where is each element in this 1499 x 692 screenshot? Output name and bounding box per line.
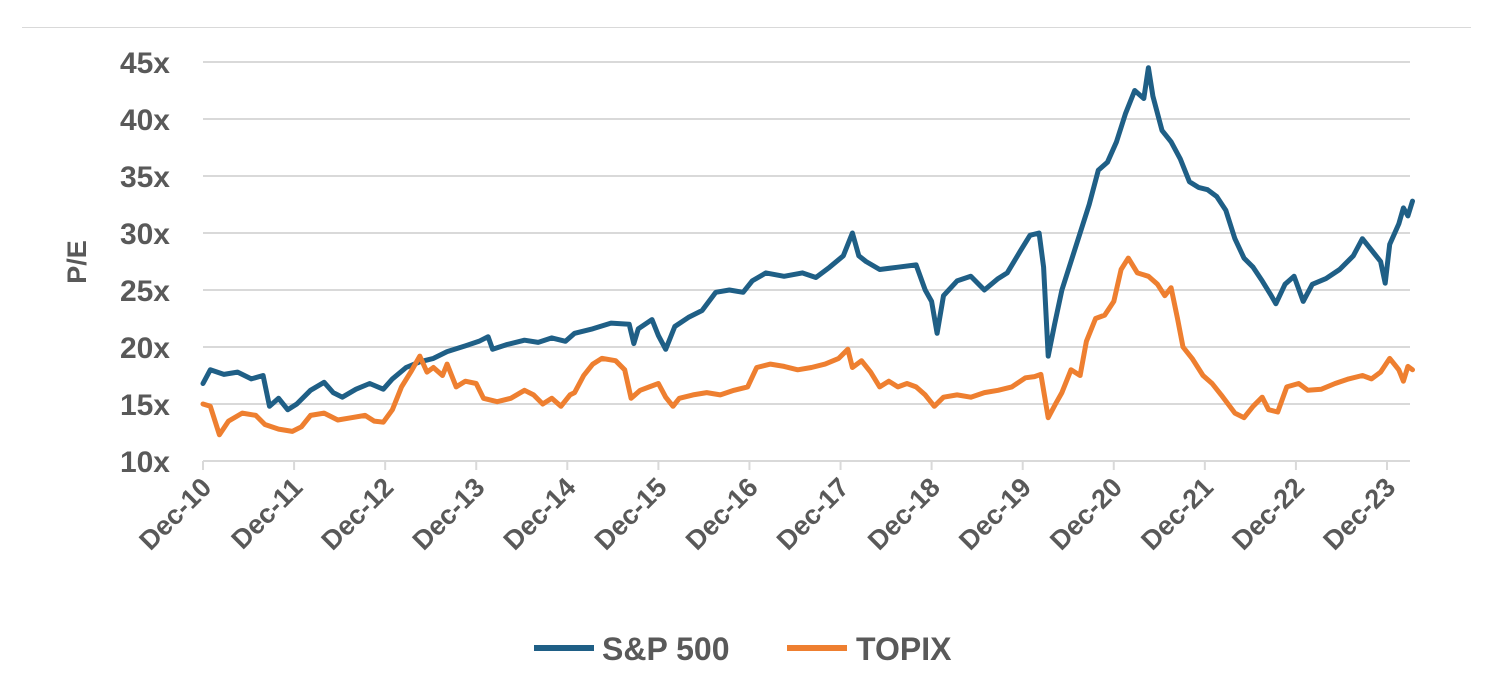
y-tick-label: 25x <box>120 275 170 308</box>
y-tick-label: 20x <box>120 332 170 365</box>
x-tick-label: Dec-22 <box>1226 472 1310 556</box>
y-tick-label: 15x <box>120 389 170 422</box>
x-tick-label: Dec-23 <box>1317 472 1401 556</box>
legend-label: TOPIX <box>856 631 952 667</box>
y-tick-label: 30x <box>120 218 170 251</box>
y-axis-ticks: 10x 15x 20x 25x 30x 35x 40x 45x <box>120 47 170 479</box>
x-tick-label: Dec-19 <box>953 472 1037 556</box>
y-tick-label: 45x <box>120 47 170 80</box>
x-tick-label: Dec-10 <box>133 472 217 556</box>
legend: S&P 500 TOPIX <box>534 631 952 667</box>
x-tick-label: Dec-18 <box>862 472 946 556</box>
y-tick-label: 35x <box>120 161 170 194</box>
x-tick-label: Dec-13 <box>407 472 491 556</box>
gridlines <box>203 61 1410 405</box>
y-tick-label: 40x <box>120 104 170 137</box>
series-lines <box>200 65 1415 438</box>
x-tick-label: Dec-16 <box>680 472 764 556</box>
legend-label: S&P 500 <box>602 631 730 667</box>
x-tick-label: Dec-15 <box>589 472 673 556</box>
x-tick-label: Dec-21 <box>1135 472 1219 556</box>
x-tick-label: Dec-11 <box>226 472 309 555</box>
x-axis: Dec-10 Dec-11 Dec-12 Dec-13 Dec-14 Dec-15 Dec-… <box>133 460 1410 556</box>
x-tick-label: Dec-20 <box>1044 472 1128 556</box>
y-axis-label: P/E <box>62 240 92 284</box>
y-tick-label: 10x <box>120 446 170 479</box>
x-tick-label: Dec-17 <box>771 472 855 556</box>
x-tick-label: Dec-14 <box>498 472 582 556</box>
x-tick-label: Dec-12 <box>316 472 400 556</box>
top-border <box>22 27 1471 28</box>
series-line-topix <box>200 255 1415 438</box>
